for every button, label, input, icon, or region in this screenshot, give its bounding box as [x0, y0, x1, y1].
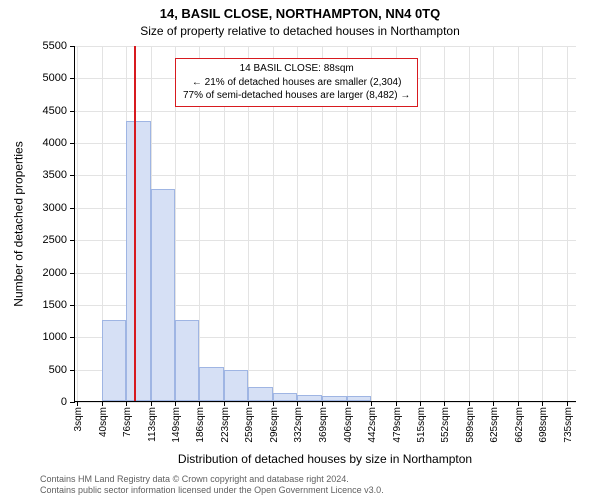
ytick-label: 5500: [43, 40, 67, 52]
gridline-vertical: [542, 46, 543, 401]
histogram-bar: [347, 396, 371, 401]
xtick-label: 662sqm: [514, 371, 525, 407]
figure: 14, BASIL CLOSE, NORTHAMPTON, NN4 0TQ Si…: [0, 0, 600, 500]
gridline-vertical: [444, 46, 445, 401]
gridline-vertical: [77, 46, 78, 401]
xtick-label: 625sqm: [489, 371, 500, 407]
annotation-line: 77% of semi-detached houses are larger (…: [183, 89, 410, 103]
ytick-mark: [70, 273, 75, 274]
annotation-line: ← 21% of detached houses are smaller (2,…: [183, 76, 410, 90]
xtick-label: 735sqm: [563, 371, 574, 407]
xtick-label: 552sqm: [440, 371, 451, 407]
gridline-vertical: [567, 46, 568, 401]
gridline-vertical: [469, 46, 470, 401]
reference-line: [134, 46, 136, 401]
xtick-label: 515sqm: [416, 371, 427, 407]
chart-title-sub: Size of property relative to detached ho…: [0, 24, 600, 38]
histogram-bar: [126, 121, 151, 401]
histogram-bar: [248, 387, 273, 401]
xtick-label: 3sqm: [73, 383, 84, 407]
gridline-vertical: [420, 46, 421, 401]
histogram-bar: [273, 393, 297, 401]
ytick-mark: [70, 370, 75, 371]
gridline-vertical: [493, 46, 494, 401]
ytick-label: 5000: [43, 72, 67, 84]
histogram-bar: [224, 370, 248, 401]
ytick-mark: [70, 143, 75, 144]
ytick-mark: [70, 175, 75, 176]
histogram-bar: [199, 367, 224, 401]
histogram-bar: [175, 320, 200, 401]
histogram-bar: [102, 320, 126, 401]
ytick-label: 4500: [43, 105, 67, 117]
ytick-mark: [70, 78, 75, 79]
ytick-label: 1000: [43, 331, 67, 343]
ytick-label: 2500: [43, 234, 67, 246]
histogram-bar: [322, 396, 347, 401]
ytick-label: 2000: [43, 267, 67, 279]
ytick-label: 3500: [43, 169, 67, 181]
footnote-line: Contains HM Land Registry data © Crown c…: [40, 474, 384, 485]
ytick-mark: [70, 337, 75, 338]
xtick-label: 442sqm: [367, 371, 378, 407]
y-axis-label: Number of detached properties: [12, 46, 26, 402]
footnote-line: Contains public sector information licen…: [40, 485, 384, 496]
ytick-mark: [70, 208, 75, 209]
ytick-label: 500: [49, 364, 67, 376]
ytick-label: 0: [61, 396, 67, 408]
xtick-label: 589sqm: [465, 371, 476, 407]
footnote: Contains HM Land Registry data © Crown c…: [40, 474, 384, 497]
ytick-mark: [70, 305, 75, 306]
xtick-label: 479sqm: [392, 371, 403, 407]
xtick-label: 332sqm: [293, 371, 304, 407]
ytick-mark: [70, 46, 75, 47]
x-axis-label: Distribution of detached houses by size …: [74, 452, 576, 466]
annotation-box: 14 BASIL CLOSE: 88sqm← 21% of detached h…: [175, 58, 418, 107]
xtick-label: 698sqm: [538, 371, 549, 407]
chart-title-main: 14, BASIL CLOSE, NORTHAMPTON, NN4 0TQ: [0, 6, 600, 21]
histogram-bar: [151, 189, 175, 401]
ytick-mark: [70, 240, 75, 241]
ytick-label: 3000: [43, 202, 67, 214]
xtick-label: 369sqm: [318, 371, 329, 407]
gridline-vertical: [518, 46, 519, 401]
ytick-mark: [70, 111, 75, 112]
xtick-label: 406sqm: [343, 371, 354, 407]
plot-area: 0500100015002000250030003500400045005000…: [74, 46, 576, 402]
ytick-label: 1500: [43, 299, 67, 311]
annotation-line: 14 BASIL CLOSE: 88sqm: [183, 62, 410, 76]
histogram-bar: [297, 395, 322, 401]
ytick-label: 4000: [43, 137, 67, 149]
